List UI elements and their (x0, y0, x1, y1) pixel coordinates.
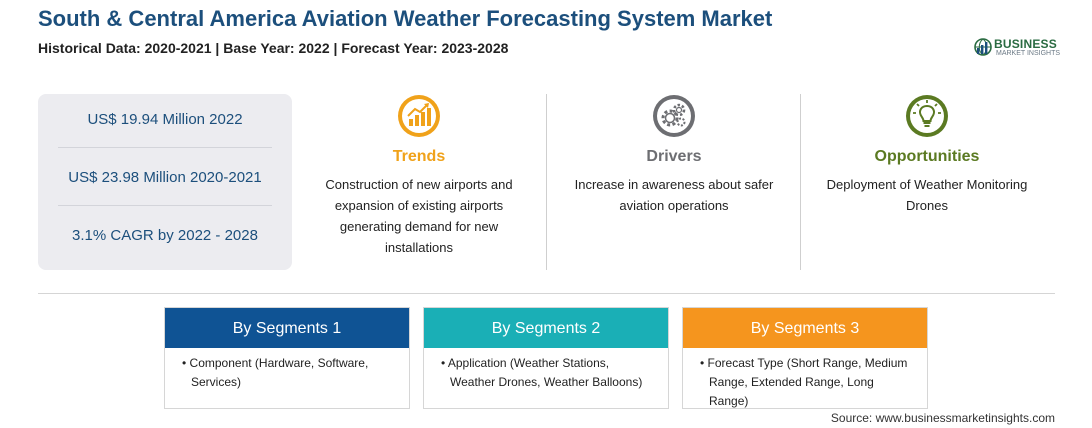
logo-tagline: MARKET INSIGHTS (996, 50, 1061, 57)
trends-heading: Trends (392, 148, 446, 165)
drivers-heading: Drivers (646, 148, 702, 165)
segment-1-title: By Segments 1 (165, 308, 409, 348)
segment-2-item: • Application (Weather Stations, Weather… (441, 356, 643, 389)
segment-2-title: By Segments 2 (424, 308, 668, 348)
stat-divider (58, 205, 272, 206)
segment-1-item: • Component (Hardware, Software, Service… (182, 356, 369, 389)
market-value-2022: US$ 19.94 Million 2022 (87, 111, 243, 128)
opportunities-description: Deployment of Weather Monitoring Drones (826, 177, 1028, 213)
cagr-value: 3.1% CAGR by 2022 - 2028 (72, 227, 258, 244)
business-market-insights-logo: BUSINESS MARKET INSIGHTS (972, 36, 1062, 60)
market-stats-panel: US$ 19.94 Million 2022 US$ 23.98 Million… (38, 94, 292, 270)
column-divider (800, 94, 801, 270)
stat-divider (58, 147, 272, 148)
opportunities-heading: Opportunities (874, 148, 980, 165)
page-title: South & Central America Aviation Weather… (38, 6, 773, 31)
column-divider (546, 94, 547, 270)
market-value-historical: US$ 23.98 Million 2020-2021 (68, 169, 262, 186)
page-subtitle: Historical Data: 2020-2021 | Base Year: … (38, 40, 509, 56)
segment-card-3: By Segments 3 • Forecast Type (Short Ran… (682, 307, 928, 409)
segment-card-2: By Segments 2 • Application (Weather Sta… (423, 307, 669, 409)
trend-chart-icon (398, 95, 440, 137)
lightbulb-icon (906, 95, 948, 137)
drivers-description: Increase in awareness about safer aviati… (574, 177, 774, 213)
opportunities-column: Opportunities Deployment of Weather Moni… (817, 94, 1037, 216)
globe-chart-icon (974, 38, 992, 56)
drivers-column: Drivers Increase in awareness about safe… (564, 94, 784, 216)
source-note: Source: www.businessmarketinsights.com (830, 411, 1055, 425)
gears-icon (653, 95, 695, 137)
segment-3-item: • Forecast Type (Short Range, Medium Ran… (700, 356, 908, 408)
trends-description: Construction of new airports and expansi… (325, 177, 513, 255)
logo-brand: BUSINESS (994, 37, 1057, 51)
segment-card-1: By Segments 1 • Component (Hardware, Sof… (164, 307, 410, 409)
section-divider (38, 293, 1055, 294)
trends-column: Trends Construction of new airports and … (309, 94, 529, 258)
segment-3-title: By Segments 3 (683, 308, 927, 348)
